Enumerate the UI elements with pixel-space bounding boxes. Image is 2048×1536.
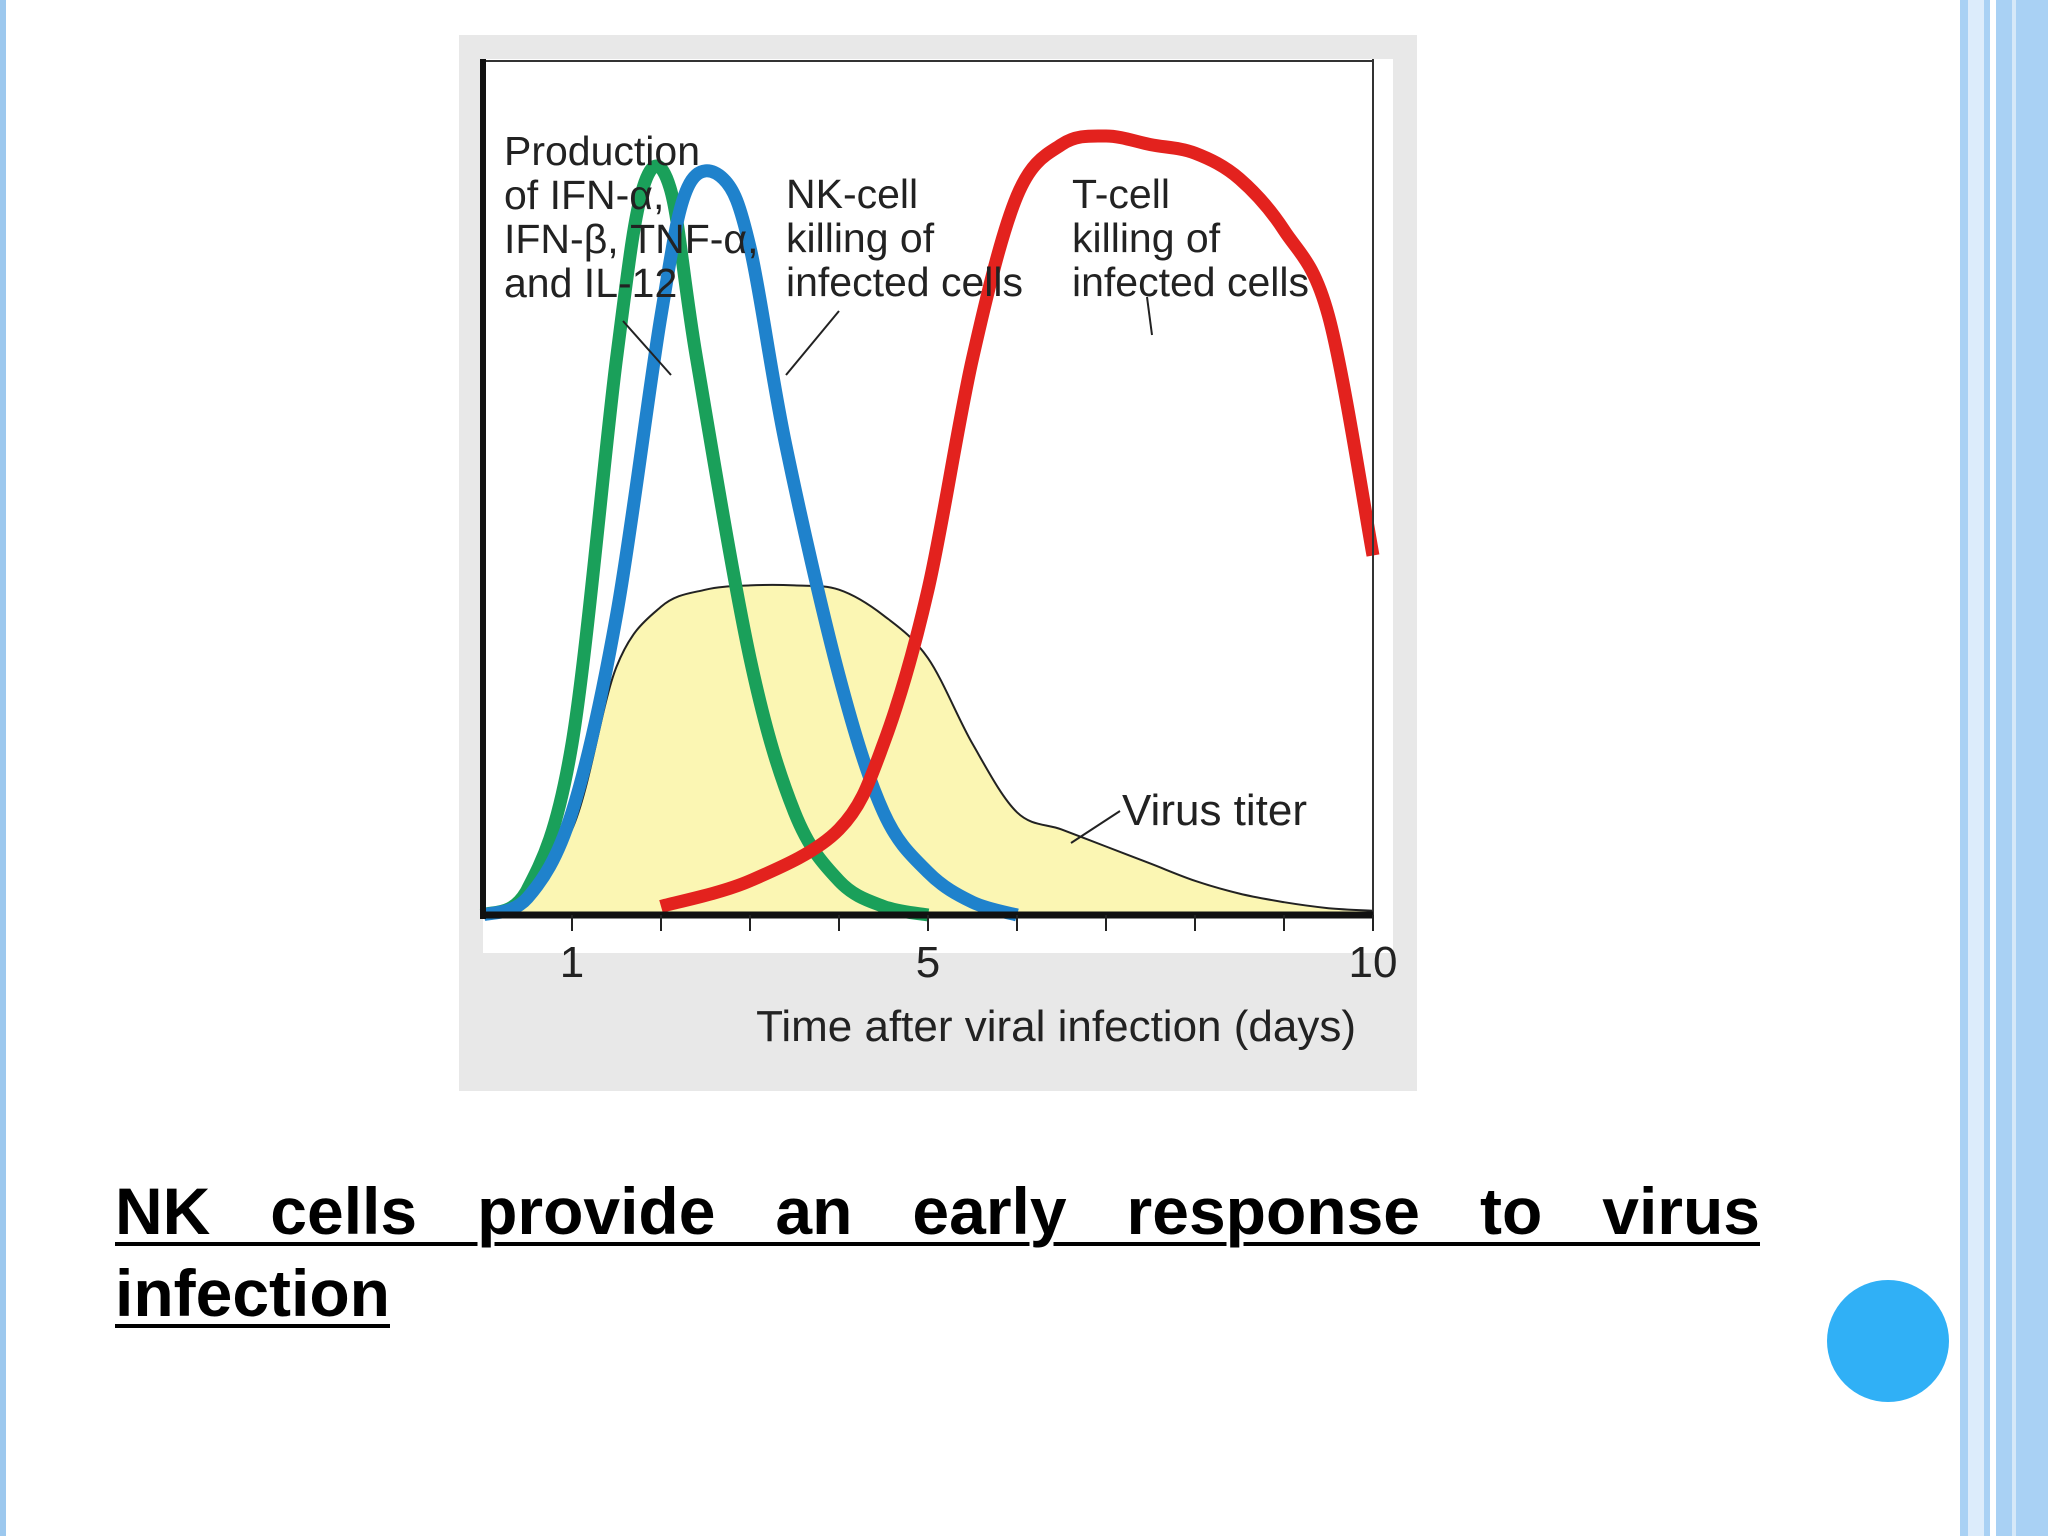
series-label-line: infected cells (1072, 259, 1309, 305)
x-tick-label: 5 (916, 938, 940, 987)
slide-decoration-dot (1827, 1280, 1949, 1402)
chart: 1 5 10 Time after viral infection (days) Pr… (479, 59, 1397, 1051)
virus-titer-label: Virus titer (1122, 786, 1307, 835)
leader-line (622, 320, 672, 376)
series-label-line: killing of (786, 215, 935, 261)
series-label-line: NK-cell (786, 171, 918, 217)
slide-caption: NK cells provide an early response to vi… (115, 1174, 1760, 1330)
series-label-line: of IFN-α, (504, 172, 664, 218)
leader-line (1146, 296, 1153, 336)
series-line-3 (659, 129, 1380, 913)
series-label-line: Production (504, 128, 700, 174)
series-label-line: killing of (1072, 215, 1221, 261)
series-label-line: infected cells (786, 259, 1023, 305)
series-label-line: and IL-12 (504, 260, 677, 306)
x-tick-label: 1 (560, 938, 584, 987)
x-axis-label: Time after viral infection (days) (756, 1002, 1356, 1051)
series-label-line: T-cell (1072, 171, 1170, 217)
slide-right-border (1960, 0, 2048, 1536)
chart-figure: 1 5 10 Time after viral infection (days) Pr… (459, 35, 1417, 1091)
slide-left-border (0, 0, 6, 1536)
series-label-line: IFN-β, TNF-α, (504, 216, 759, 262)
series-virus-titer-outline (508, 583, 1374, 912)
x-tick-label: 10 (1349, 938, 1398, 987)
series-line-2 (480, 164, 1019, 922)
series-layer (479, 129, 1380, 922)
leader-line (785, 310, 840, 376)
series-virus-titer-area (509, 584, 1373, 915)
virus-titer-leader (1070, 810, 1121, 844)
axes-layer: 1 5 10 Time after viral infection (days) (480, 59, 1397, 1051)
